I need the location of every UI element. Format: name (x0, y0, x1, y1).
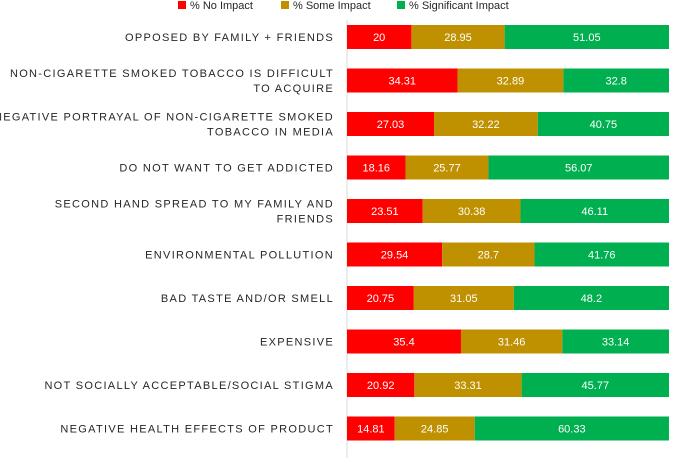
bar-segment (347, 199, 423, 223)
bar-value-label: 51.05 (573, 32, 601, 44)
bar-value-label: 20 (373, 32, 385, 44)
bar-value-label: 31.05 (450, 293, 478, 305)
bar-value-label: 30.38 (458, 206, 486, 218)
bar-value-label: 27.03 (377, 119, 405, 131)
category-label: SECOND HAND SPREAD TO MY FAMILY AND (55, 199, 334, 211)
legend-swatch-1 (178, 1, 186, 9)
category-label: OPPOSED BY FAMILY + FRIENDS (125, 32, 334, 44)
category-label: NEGATIVE HEALTH EFFECTS OF PRODUCT (60, 424, 334, 436)
legend-label-1: % No Impact (190, 0, 253, 12)
bars: 20 28.95 51.05 34.31 32.89 32.8 27.03 32.22 40.7… (347, 25, 669, 441)
bar-segment (405, 155, 489, 180)
bar-segment (347, 286, 414, 310)
bar-value-label: 29.54 (381, 250, 409, 262)
bar-segment (521, 373, 669, 397)
bar-value-label: 18.16 (362, 163, 390, 175)
bar-value-label: 24.85 (421, 424, 449, 436)
bar-segment (537, 112, 669, 136)
bar-segment (394, 416, 475, 441)
category-label: NON-CIGARETTE SMOKED TOBACCO IS DIFFICUL… (10, 68, 334, 80)
bar-value-label: 35.4 (393, 337, 414, 349)
bar-value-label: 23.51 (371, 206, 399, 218)
bar-value-label: 32.89 (497, 76, 525, 88)
bar-segment (414, 373, 522, 397)
bar-value-label: 33.31 (454, 380, 482, 392)
bar-segment (347, 416, 395, 441)
bar-segment (411, 25, 505, 49)
bar-value-label: 48.2 (581, 293, 602, 305)
bar-value-label: 20.92 (367, 380, 395, 392)
bar-value-label: 46.11 (581, 206, 608, 218)
bar-segment (442, 242, 535, 267)
bar-segment (562, 329, 669, 354)
bar-value-label: 14.81 (357, 424, 385, 436)
bar-segment (460, 329, 563, 354)
bar-segment (534, 242, 669, 267)
bar-segment (413, 286, 514, 310)
category-label: DO NOT WANT TO GET ADDICTED (119, 163, 334, 175)
category-label: TOBACCO IN MEDIA (207, 127, 334, 139)
category-label: BAD TASTE AND/OR SMELL (161, 293, 334, 305)
legend-label-3: % Significant Impact (409, 0, 509, 12)
bar-value-label: 28.7 (478, 250, 499, 262)
bar-value-label: 32.8 (605, 76, 626, 88)
bar-segment (347, 373, 415, 397)
bar-value-label: 34.31 (388, 76, 416, 88)
bar-segment (457, 68, 564, 93)
bar-segment (347, 68, 458, 93)
bar-value-label: 32.22 (472, 119, 500, 131)
category-label: ENVIRONMENTAL POLLUTION (145, 250, 334, 262)
bar-value-label: 45.77 (582, 380, 610, 392)
bar-segment (474, 416, 669, 441)
category-label: NEGATIVE PORTRAYAL OF NON-CIGARETTE SMOK… (0, 112, 334, 124)
bar-value-label: 40.75 (590, 119, 618, 131)
bar-value-label: 60.33 (558, 424, 586, 436)
bar-segment (563, 68, 669, 93)
bar-segment (504, 25, 669, 49)
bar-segment (434, 112, 538, 136)
bar-segment (347, 25, 412, 49)
bar-segment (347, 112, 435, 136)
bar-segment (347, 155, 406, 180)
legend-swatch-3 (397, 1, 405, 9)
bar-value-label: 20.75 (367, 293, 395, 305)
bar-segment (347, 329, 461, 354)
category-label: FRIENDS (277, 214, 334, 226)
bar-value-label: 56.07 (565, 163, 593, 175)
bar-value-label: 31.46 (498, 337, 526, 349)
category-label: NOT SOCIALLY ACCEPTABLE/SOCIAL STIGMA (44, 380, 334, 392)
bar-segment (347, 242, 443, 267)
chart-legend: % No Impact % Some Impact % Significant Im… (178, 0, 509, 12)
legend-swatch-2 (281, 1, 289, 9)
bar-value-label: 33.14 (602, 337, 630, 349)
bar-segment (520, 199, 669, 223)
bar-segment (488, 155, 669, 180)
bar-value-label: 25.77 (433, 163, 461, 175)
category-labels: OPPOSED BY FAMILY + FRIENDS NON-CIGARETTE… (0, 32, 334, 436)
category-label: EXPENSIVE (260, 337, 334, 349)
bar-value-label: 41.76 (588, 250, 616, 262)
bar-value-label: 28.95 (444, 32, 472, 44)
category-label: TO ACQUIRE (253, 83, 334, 95)
legend-label-2: % Some Impact (293, 0, 371, 12)
bar-segment (422, 199, 521, 223)
bar-segment (513, 286, 669, 310)
